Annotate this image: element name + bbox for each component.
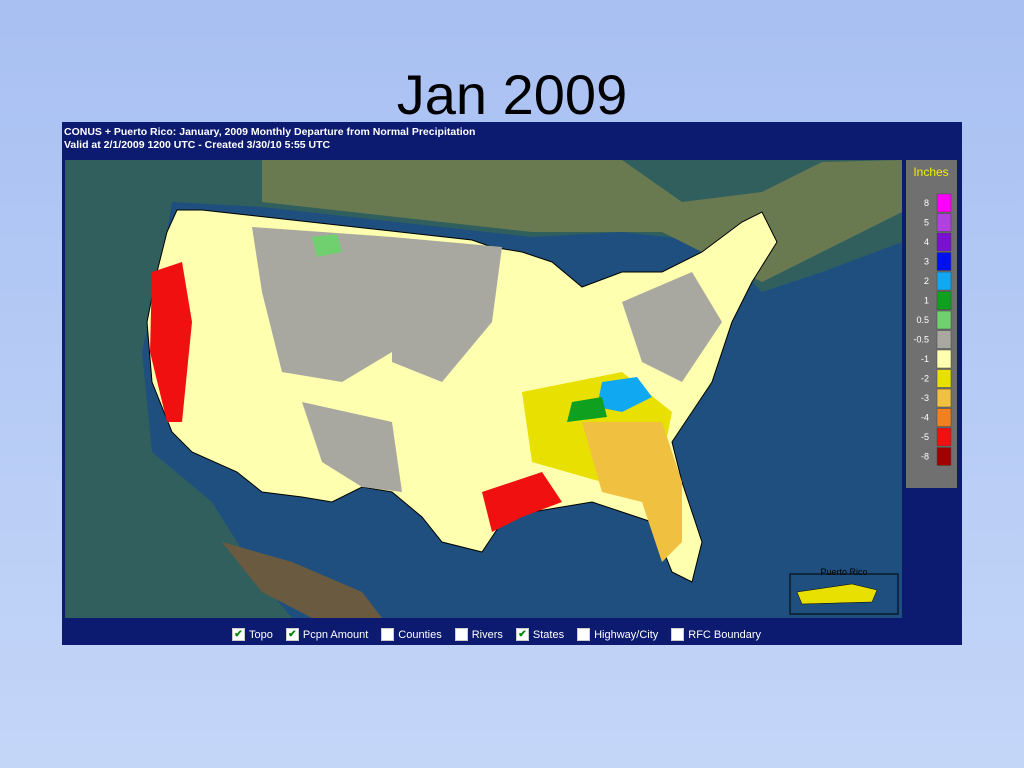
legend-swatch (936, 369, 952, 388)
legend-swatch (936, 213, 952, 232)
option[interactable]: ✔ States (515, 628, 565, 641)
legend-swatch (936, 291, 952, 310)
region-normal (302, 402, 402, 492)
legend-label: -5 (921, 432, 929, 442)
region-wet (312, 234, 342, 257)
slide-title: Jan 2009 (396, 63, 628, 126)
checkbox[interactable]: ✔ (285, 628, 299, 641)
option-label[interactable]: Rivers (471, 628, 503, 641)
legend-swatch (936, 330, 952, 349)
map-header: Valid at 2/1/2009 1200 UTC - Created 3/3… (64, 139, 331, 151)
legend-swatch (936, 447, 952, 466)
mexico (222, 542, 382, 618)
legend-label: 8 (924, 198, 929, 208)
map: Puerto Rico Inches 8 5 4 3 2 1 0.5 -0.5 -1 -2 -3 -4… (65, 160, 957, 618)
region-dry (582, 422, 682, 562)
option[interactable]: Counties (381, 628, 442, 641)
checkbox[interactable]: ✔ (232, 628, 245, 641)
option[interactable]: RFC Boundary (671, 628, 761, 641)
checkbox[interactable] (671, 628, 685, 641)
legend-swatch (936, 232, 952, 252)
option-label[interactable]: Highway/City (594, 628, 659, 641)
legend-label: -0.5 (913, 335, 929, 345)
puerto-rico (796, 583, 878, 605)
legend-label: 3 (924, 257, 929, 267)
checkbox[interactable] (577, 628, 591, 641)
option[interactable]: ✔ Pcpn Amount (285, 628, 369, 641)
checkbox[interactable]: ✔ (515, 628, 529, 641)
legend-label: 1 (924, 296, 929, 306)
inset-label: Puerto Rico (820, 567, 867, 577)
options: ✔ Topo ✔ Pcpn Amount Counties Rivers ✔ States Hi… (232, 628, 761, 641)
legend-swatch (936, 427, 952, 447)
legend-label: 2 (924, 276, 929, 286)
legend-swatch (936, 271, 952, 291)
legend-label: -4 (921, 413, 929, 423)
option-label[interactable]: States (532, 628, 565, 641)
legend-label: 4 (924, 237, 929, 247)
legend-title: Inches (913, 165, 948, 179)
option-label[interactable]: RFC Boundary (688, 628, 762, 641)
checkbox[interactable] (381, 628, 395, 641)
legend-swatch (936, 388, 952, 408)
region-normal (392, 237, 502, 382)
legend-label: 0.5 (916, 315, 929, 325)
option-label[interactable]: Pcpn Amount (302, 628, 369, 641)
map-header: CONUS + Puerto Rico: January, 2009 Month… (64, 126, 476, 138)
map-panel: CONUS + Puerto Rico: January, 2009 Month… (62, 122, 962, 645)
region-very-dry (482, 472, 562, 532)
option-label[interactable]: Counties (398, 628, 442, 641)
legend-swatch (936, 193, 952, 213)
region-normal (252, 227, 392, 382)
region-wet (597, 377, 652, 412)
legend-label: -3 (921, 393, 929, 403)
checkbox[interactable] (454, 628, 468, 641)
option[interactable]: ✔ Topo (232, 628, 273, 641)
legend-swatch (936, 252, 952, 271)
legend-label: -1 (921, 354, 929, 364)
legend-label: -8 (921, 452, 929, 462)
region-normal (622, 272, 722, 382)
legend-swatch (936, 408, 952, 427)
option[interactable]: Rivers (454, 628, 503, 641)
legend-swatch (936, 310, 952, 330)
region-very-dry (150, 262, 192, 422)
option[interactable]: Highway/City (577, 628, 658, 641)
legend-label: 5 (924, 218, 929, 228)
legend-swatch (936, 349, 952, 369)
legend-label: -2 (921, 374, 929, 384)
legend-items: 8 5 4 3 2 1 0.5 -0.5 -1 -2 -3 -4 -5 -8 (913, 193, 952, 466)
option-label[interactable]: Topo (249, 628, 273, 641)
region-wet (567, 397, 607, 422)
